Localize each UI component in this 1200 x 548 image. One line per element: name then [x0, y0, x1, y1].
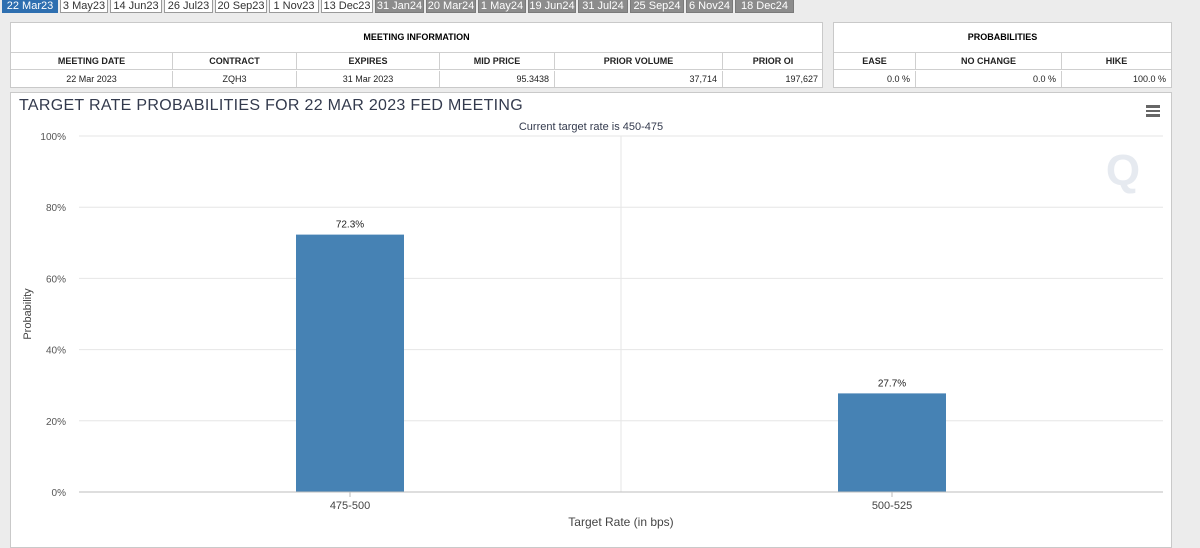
tab-13-dec23[interactable]: 13 Dec23 [321, 0, 373, 13]
y-tick-label: 100% [40, 132, 66, 143]
header-prior-oi: PRIOR OI [752, 56, 794, 66]
value-no-change: 0.0 % [916, 71, 1062, 87]
chart-plot: Q 0% 20% 40% 60% 80% 100% 72.3% 475-500 27.7% 500-… [22, 132, 1163, 529]
meeting-tabs: 22 Mar23 3 May23 14 Jun23 26 Jul23 20 Sep23 1… [0, 0, 1200, 14]
chart-menu-icon[interactable] [1145, 105, 1161, 117]
value-contract: ZQH3 [173, 71, 297, 87]
tab-25-sep24[interactable]: 25 Sep24 [630, 0, 684, 13]
value-ease: 0.0 % [834, 71, 916, 87]
tab-18-dec24[interactable]: 18 Dec24 [735, 0, 794, 13]
header-expires: EXPIRES [297, 53, 440, 69]
data-label: 72.3% [336, 220, 364, 231]
x-tick-label: 500-525 [872, 500, 912, 512]
tab-31-jan24[interactable]: 31 Jan24 [375, 0, 424, 13]
y-tick-label: 0% [52, 488, 67, 499]
y-tick-label: 20% [46, 417, 66, 428]
probabilities-title: PROBABILITIES [967, 32, 1038, 42]
tab-22-mar23[interactable]: 22 Mar23 [2, 0, 58, 13]
tab-14-jun23[interactable]: 14 Jun23 [110, 0, 162, 13]
probabilities-panel: PROBABILITIES EASE NO CHANGE HIKE 0.0 % … [833, 22, 1172, 88]
tab-1-nov23[interactable]: 1 Nov23 [269, 0, 319, 13]
target-rate-chart: TARGET RATE PROBABILITIES FOR 22 MAR 202… [10, 92, 1172, 548]
meeting-information-panel: MEETING INFORMATION MEETING DATE CONTRAC… [10, 22, 823, 88]
tab-20-sep23[interactable]: 20 Sep23 [215, 0, 267, 13]
data-label: 27.7% [878, 378, 906, 389]
chart-subtitle: Current target rate is 450-475 [518, 121, 664, 133]
tab-6-nov24[interactable]: 6 Nov24 [686, 0, 733, 13]
header-prior-volume: PRIOR VOLUME [555, 53, 723, 69]
value-expires: 31 Mar 2023 [297, 71, 440, 87]
tab-1-may24[interactable]: 1 May24 [478, 0, 526, 13]
tab-26-jul23[interactable]: 26 Jul23 [164, 0, 213, 13]
value-prior-volume: 37,714 [555, 71, 723, 87]
header-no-change: NO CHANGE [916, 53, 1062, 69]
tab-31-jul24[interactable]: 31 Jul24 [578, 0, 628, 13]
value-meeting-date: 22 Mar 2023 [11, 71, 173, 87]
x-axis-title: Target Rate (in bps) [568, 515, 673, 529]
header-mid-price: MID PRICE [440, 53, 555, 69]
bar-500-525 [838, 393, 946, 492]
chart-title: TARGET RATE PROBABILITIES FOR 22 MAR 202… [19, 97, 524, 114]
header-meeting-date: MEETING DATE [11, 53, 173, 69]
header-ease: EASE [834, 53, 916, 69]
y-tick-label: 40% [46, 346, 66, 357]
header-hike: HIKE [1105, 56, 1128, 66]
tab-20-mar24[interactable]: 20 Mar24 [426, 0, 476, 13]
watermark-logo: Q [1106, 146, 1140, 195]
tab-3-may23[interactable]: 3 May23 [60, 0, 108, 13]
y-axis-title: Probability [22, 288, 34, 340]
value-hike: 100.0 % [1132, 74, 1166, 84]
header-contract: CONTRACT [173, 53, 297, 69]
y-tick-label: 60% [46, 274, 66, 285]
bar-475-500 [296, 234, 404, 492]
y-tick-label: 80% [46, 203, 66, 214]
x-tick-label: 475-500 [330, 500, 370, 512]
meeting-information-title: MEETING INFORMATION [363, 32, 470, 42]
tab-19-jun24[interactable]: 19 Jun24 [528, 0, 576, 13]
value-prior-oi: 197,627 [785, 74, 818, 84]
value-mid-price: 95.3438 [440, 71, 555, 87]
